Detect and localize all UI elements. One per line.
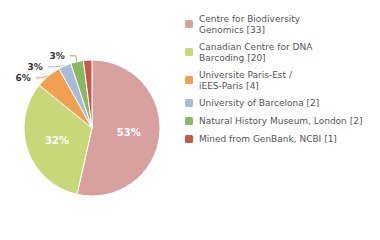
svg-text:University of Barcelona [2]: University of Barcelona [2] bbox=[199, 98, 319, 108]
svg-text:53%: 53% bbox=[117, 127, 141, 138]
svg-text:Natural History Museum, London: Natural History Museum, London [2] bbox=[199, 116, 362, 126]
svg-text:3%: 3% bbox=[49, 51, 64, 61]
svg-text:Universite Paris-Est /: Universite Paris-Est / bbox=[199, 70, 293, 80]
svg-text:iEES-Paris [4]: iEES-Paris [4] bbox=[199, 81, 259, 91]
svg-text:3%: 3% bbox=[27, 62, 42, 72]
svg-text:32%: 32% bbox=[45, 135, 69, 146]
svg-text:6%: 6% bbox=[16, 73, 31, 83]
svg-text:Canadian Centre for DNA: Canadian Centre for DNA bbox=[199, 42, 313, 52]
svg-text:Mined from GenBank, NCBI [1]: Mined from GenBank, NCBI [1] bbox=[199, 134, 337, 144]
svg-text:Genomics [33]: Genomics [33] bbox=[199, 25, 265, 35]
svg-text:Barcoding [20]: Barcoding [20] bbox=[199, 53, 266, 63]
svg-text:Centre for Biodiversity: Centre for Biodiversity bbox=[199, 14, 301, 24]
